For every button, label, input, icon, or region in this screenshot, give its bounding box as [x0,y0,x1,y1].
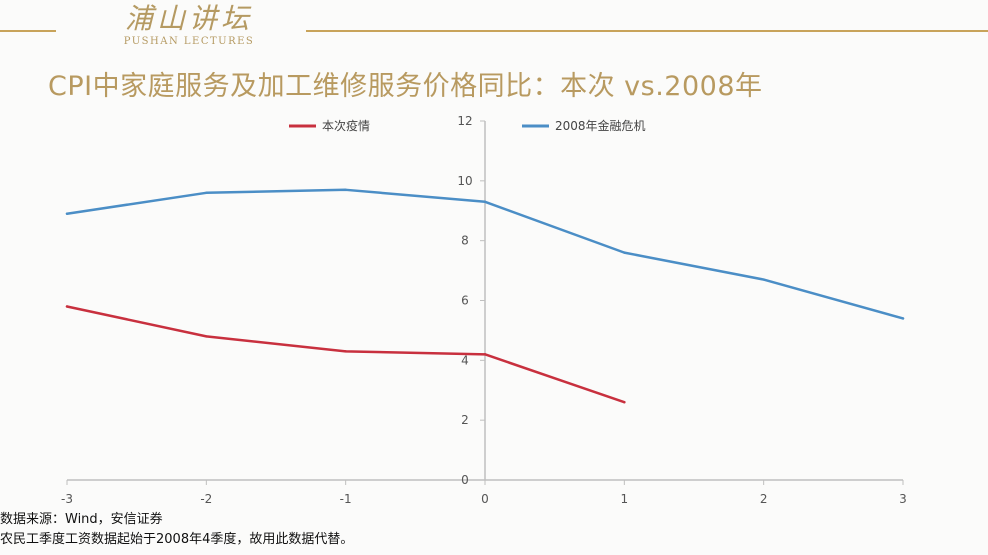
y-tick-label: 10 [457,174,472,188]
x-tick-label: 1 [621,492,629,506]
y-tick-label: 4 [461,353,469,367]
x-tick-label: -1 [340,492,352,506]
header-rule-right [306,30,988,32]
pushan-lectures-logo: 浦山讲坛 PUSHAN LECTURES [104,2,274,48]
data-point [623,401,626,404]
y-tick-label: 2 [461,413,469,427]
data-point [483,353,487,356]
y-tick-label: 0 [461,473,469,487]
data-point [344,350,347,353]
x-tick-label: -2 [200,492,212,506]
footnote-source: 数据来源：Wind，安信证券 [0,512,163,527]
legend-label: 本次疫情 [322,118,370,133]
logo-chinese-text: 浦山讲坛 [124,2,253,35]
data-point [762,278,765,281]
footnote-note: 农民工季度工资数据起始于2008年4季度，故用此数据代替。 [0,532,354,547]
y-tick-label: 12 [457,114,472,128]
data-point [901,317,905,320]
data-point [205,335,208,338]
data-point [483,200,487,203]
chart-series [65,188,905,404]
y-tick-label: 6 [461,294,469,308]
header-rule-left [0,30,56,32]
y-tick-label: 8 [461,234,469,248]
chart-legend: 本次疫情 2008年金融危机 [289,118,646,133]
slide-title: CPI中家庭服务及加工维修服务价格同比：本次 vs.2008年 [48,71,763,102]
x-tick-label: -3 [61,492,73,506]
x-tick-label: 2 [760,492,768,506]
logo-english-text: PUSHAN LECTURES [123,36,255,47]
x-tick-label: 3 [899,492,907,506]
data-point [65,212,69,215]
series-line-current-epidemic [65,305,626,404]
x-tick-label: 0 [481,492,489,506]
data-point [205,191,208,194]
data-point [344,188,347,192]
data-point [65,305,69,308]
legend-label: 2008年金融危机 [555,118,646,133]
data-point [623,251,626,254]
